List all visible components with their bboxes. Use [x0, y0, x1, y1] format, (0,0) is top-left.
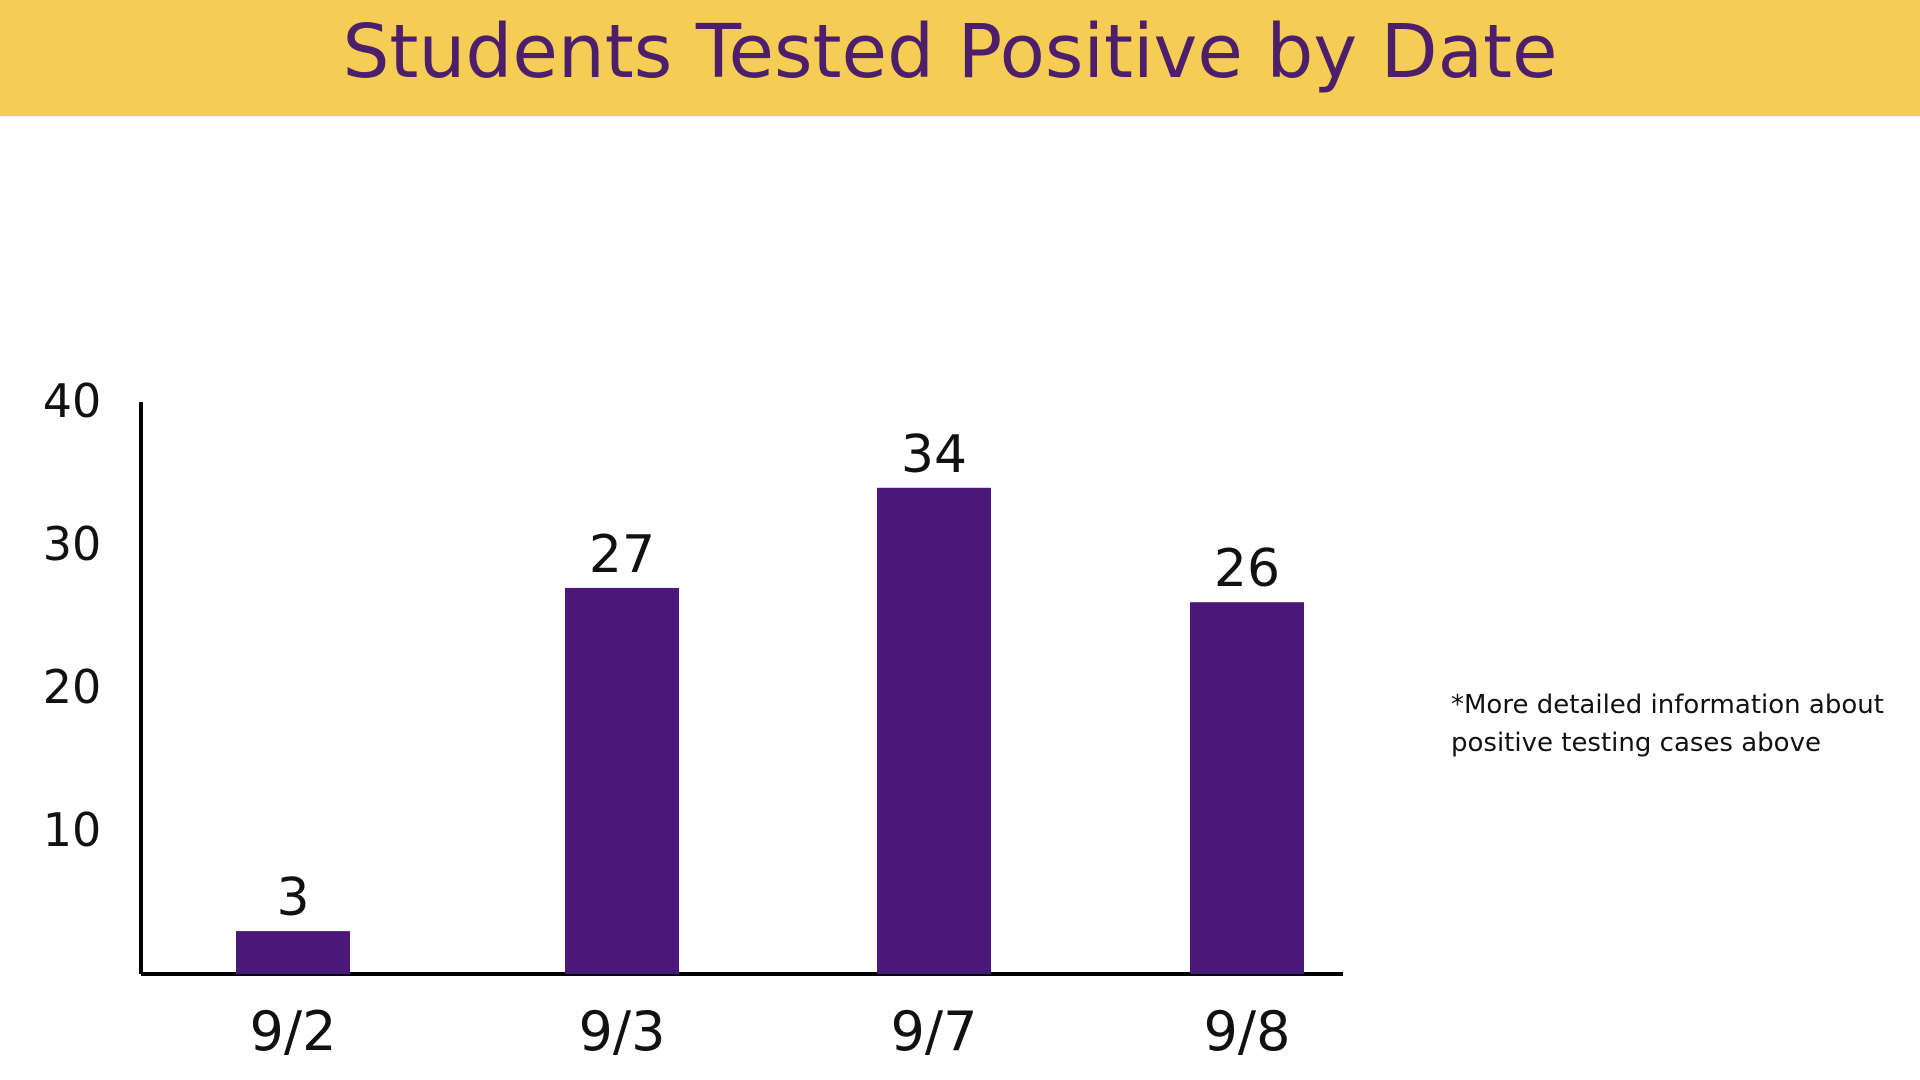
bar — [1190, 602, 1304, 974]
chart-title: Students Tested Positive by Date — [342, 9, 1558, 95]
x-tick-label: 9/8 — [1204, 1000, 1291, 1063]
footnote: *More detailed information about positiv… — [1451, 686, 1911, 762]
bar-value-label: 34 — [901, 425, 967, 485]
x-tick-label: 9/7 — [891, 1000, 978, 1063]
bar — [236, 931, 350, 974]
bar — [877, 487, 991, 974]
bar-value-label: 26 — [1214, 539, 1280, 599]
footnote-line-2: positive testing cases above — [1451, 728, 1821, 758]
y-tick-label: 40 — [43, 374, 102, 428]
y-tick-label: 10 — [43, 803, 102, 857]
y-tick-label: 20 — [43, 660, 102, 714]
bar — [565, 587, 679, 974]
x-tick-label: 9/3 — [579, 1000, 666, 1063]
bar-value-label: 3 — [276, 868, 309, 928]
title-banner: Students Tested Positive by Date — [0, 0, 1920, 116]
x-tick-label: 9/2 — [250, 1000, 337, 1063]
footnote-line-1: *More detailed information about — [1451, 690, 1884, 720]
bar-value-label: 27 — [589, 525, 655, 585]
y-tick-label: 30 — [43, 517, 102, 571]
